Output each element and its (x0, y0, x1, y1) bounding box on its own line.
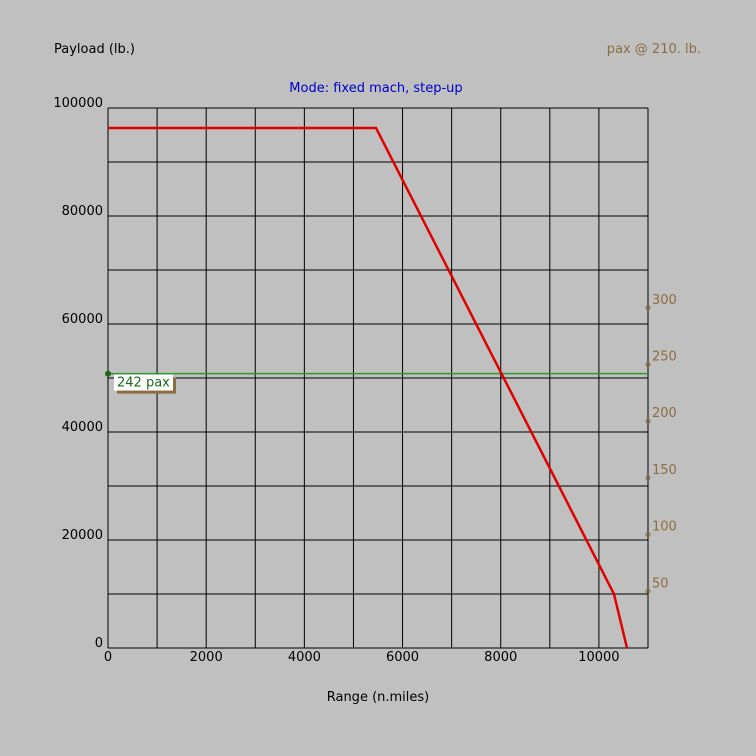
y-tick-label: 60000 (62, 312, 103, 327)
x-axis-label: Range (n.miles) (327, 690, 430, 705)
y-tick-label: 80000 (62, 204, 103, 219)
x-tick-label: 0 (104, 650, 112, 665)
y2-tick-label: 150 (652, 463, 677, 478)
y2-tick (645, 361, 651, 367)
y2-tick (645, 588, 651, 594)
x-tick-label: 6000 (386, 650, 419, 665)
y-tick-label: 40000 (62, 420, 103, 435)
y2-tick (645, 532, 651, 538)
y-tick-label: 20000 (62, 528, 103, 543)
y2-tick-label: 200 (652, 406, 677, 421)
reference-label: 242 pax (117, 376, 170, 391)
x-tick-label: 4000 (288, 650, 321, 665)
y-axis-label: Payload (lb.) (54, 42, 135, 57)
y2-tick (645, 418, 651, 424)
y-tick-label: 100000 (53, 96, 103, 111)
y2-tick-label: 300 (652, 293, 677, 308)
label-box (114, 374, 173, 391)
y2-tick-label: 50 (652, 576, 669, 591)
y2-tick (645, 305, 651, 311)
y-tick-label: 0 (95, 636, 103, 651)
y2-axis-label: pax @ 210. lb. (607, 42, 701, 57)
x-tick-label: 10000 (578, 650, 619, 665)
x-tick-label: 8000 (484, 650, 517, 665)
series-line (108, 126, 629, 649)
y2-tick (645, 475, 651, 481)
y2-tick-label: 250 (652, 349, 677, 364)
x-tick-label: 2000 (190, 650, 223, 665)
chart-title: Mode: fixed mach, step-up (289, 81, 462, 96)
reference-handle (105, 370, 111, 377)
y2-tick-label: 100 (652, 520, 677, 535)
